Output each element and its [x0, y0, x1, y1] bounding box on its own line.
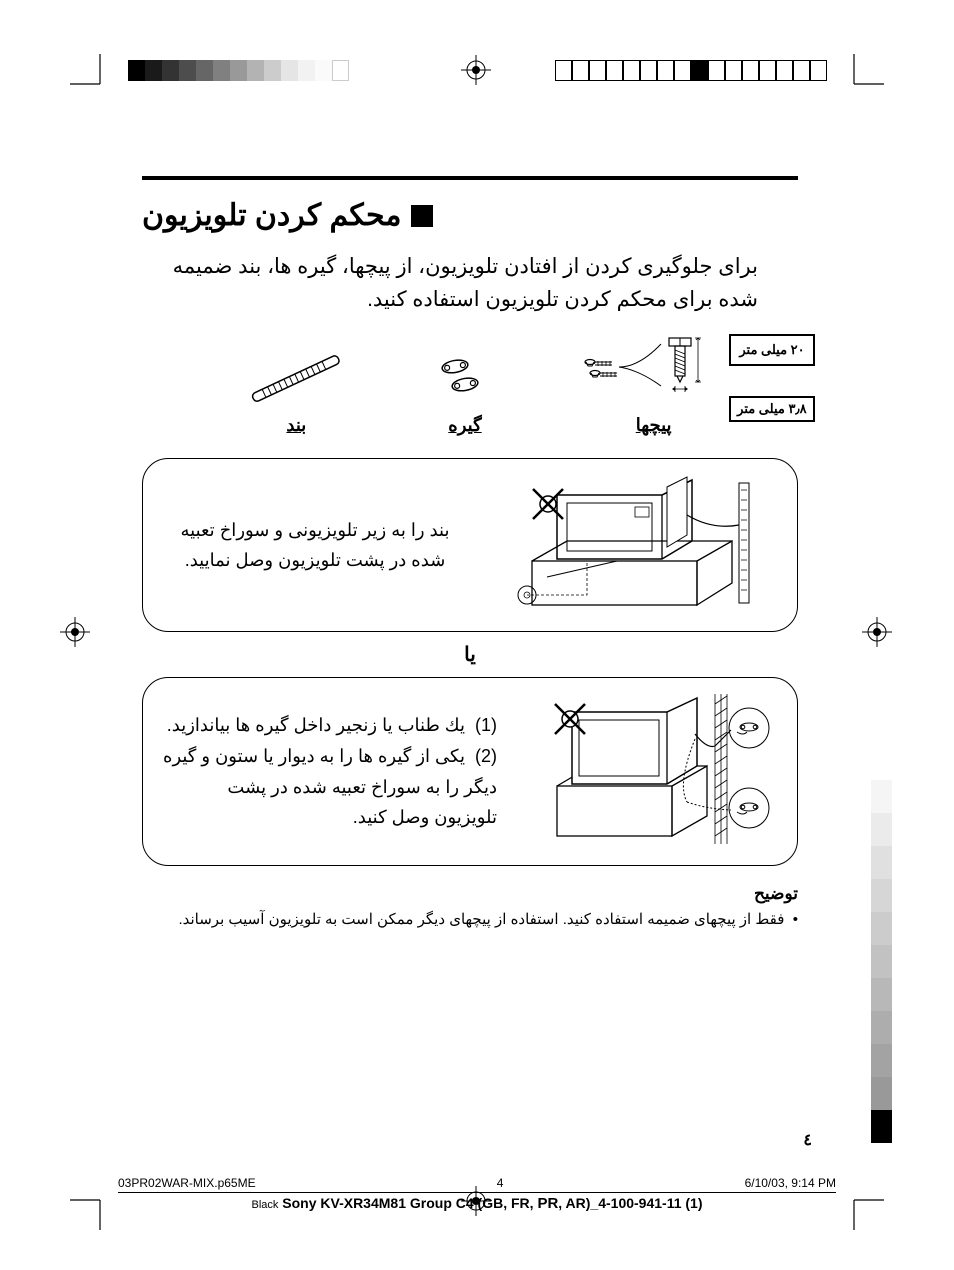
note-text: • فقط از پیچهای ضمیمه استفاده کنید. استف…: [142, 908, 798, 932]
footer-timestamp: 6/10/03, 9:14 PM: [745, 1176, 836, 1190]
footer-filename: 03PR02WAR-MIX.p65ME: [118, 1176, 256, 1190]
section-title-text: محکم کردن تلویزیون: [142, 198, 401, 233]
part-clamps-label: گیره: [430, 415, 500, 436]
grayscale-bar-vertical: [871, 780, 892, 1143]
footer-page-index: 4: [497, 1176, 504, 1190]
instruction-box-1-text: بند را به زیر تلویزیونی و سوراخ تعبیه شد…: [163, 515, 467, 576]
grayscale-bar-left: [128, 60, 400, 81]
footer: 03PR02WAR-MIX.p65ME 4 6/10/03, 9:14 PM B…: [118, 1176, 836, 1212]
step1-text: یك طناب یا زنجیر داخل گیره ها بیاندازید.: [167, 715, 465, 735]
intro-paragraph: برای جلوگیری کردن از افتادن تلویزیون، از…: [142, 251, 798, 316]
band-icon: [241, 354, 351, 404]
crop-mark-tr: [836, 54, 884, 102]
footer-black-label: Black: [251, 1199, 278, 1211]
part-band-label: بند: [241, 415, 351, 436]
footer-meta-row: 03PR02WAR-MIX.p65ME 4 6/10/03, 9:14 PM: [118, 1176, 836, 1193]
footer-product-row: Black Sony KV-XR34M81 Group C4 (GB, FR, …: [118, 1195, 836, 1212]
crop-mark-tl: [70, 54, 118, 102]
footer-product: Sony KV-XR34M81 Group C4 (GB, FR,: [282, 1195, 537, 1211]
part-screws: ۲۰ میلی متر ۳٫۸ میلی متر پیچها: [579, 334, 729, 436]
registration-target-top: [461, 55, 491, 90]
registration-target-left: [60, 617, 90, 652]
step2-text: یکی از گیره ها را به دیوار یا ستون و گیر…: [163, 746, 497, 827]
instruction-box-2-text: (1) یك طناب یا زنجیر داخل گیره ها بیاندا…: [163, 710, 507, 832]
or-separator: یا: [142, 642, 798, 667]
part-clamps: گیره: [430, 354, 500, 436]
instruction-box-1: بند را به زیر تلویزیونی و سوراخ تعبیه شد…: [142, 458, 798, 632]
clamps-icon: [430, 354, 500, 404]
note-title: توضیح: [142, 884, 798, 904]
section-title: محکم کردن تلویزیون: [142, 198, 798, 233]
part-band: بند: [241, 354, 351, 436]
part-screws-label: پیچها: [579, 415, 729, 436]
screw-measurements: ۲۰ میلی متر ۳٫۸ میلی متر: [720, 334, 815, 424]
note-bullet: •: [793, 911, 798, 928]
instruction-box-2: (1) یك طناب یا زنجیر داخل گیره ها بیاندا…: [142, 677, 798, 866]
crop-mark-br: [836, 1182, 884, 1230]
measure-height: ۲۰ میلی متر: [729, 334, 814, 366]
screws-icon: [579, 334, 729, 404]
page-number: ٤: [803, 1130, 812, 1150]
measure-diameter: ۳٫۸ میلی متر: [729, 396, 815, 422]
note-body: فقط از پیچهای ضمیمه استفاده کنید. استفاد…: [178, 911, 784, 928]
tv-clamp-diagram: [527, 694, 777, 849]
bw-bar-right: [555, 60, 827, 81]
section-marker-icon: [411, 205, 433, 227]
footer-product-tail: , AR)_4-100-941-11 (1): [558, 1195, 702, 1211]
section-rule: [142, 176, 798, 180]
footer-pr: PR: [537, 1195, 558, 1212]
parts-row: بند گیره: [142, 334, 798, 446]
tv-band-diagram: [487, 475, 777, 615]
step2-num: (2): [475, 746, 497, 766]
crop-mark-bl: [70, 1182, 118, 1230]
step1-num: (1): [475, 715, 497, 735]
page-content: محکم کردن تلویزیون برای جلوگیری کردن از …: [142, 176, 798, 932]
registration-target-right: [862, 617, 892, 652]
